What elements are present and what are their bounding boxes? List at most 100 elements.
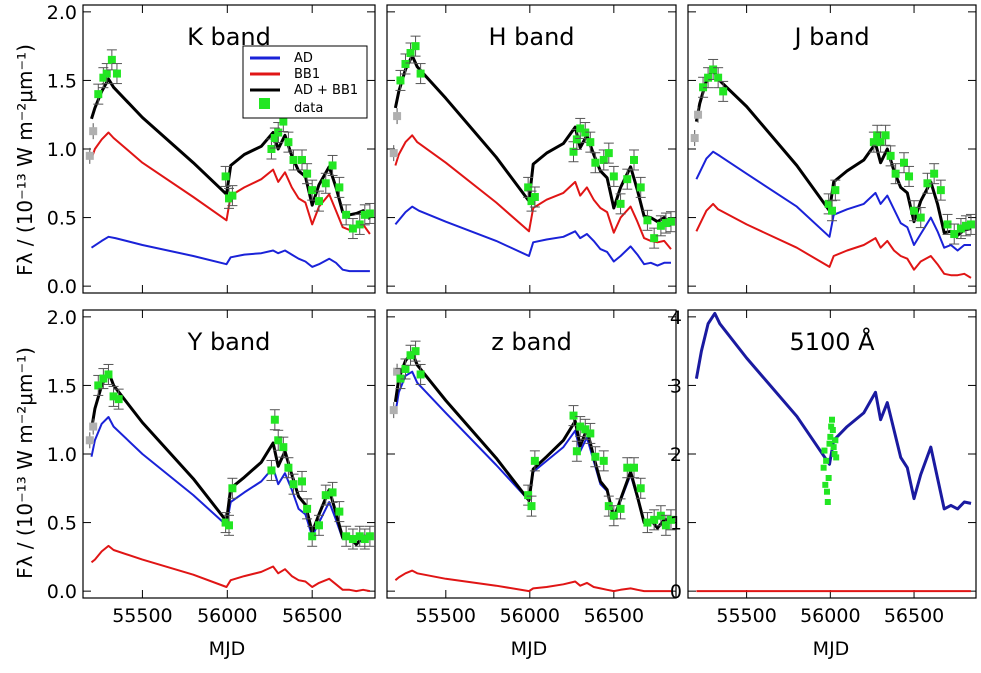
- data-point: [530, 193, 539, 201]
- data-point: [314, 197, 323, 206]
- data-point: [267, 466, 276, 475]
- data-point: [524, 183, 533, 192]
- data-point: [604, 502, 613, 511]
- panel-1: H band: [386, 4, 677, 294]
- plot-area: [389, 35, 676, 267]
- data-point: [881, 131, 890, 140]
- x-tick-label: 56500: [884, 605, 944, 627]
- data-point: [581, 425, 590, 434]
- data-point: [303, 169, 312, 178]
- early-point: [389, 149, 398, 158]
- data-point: [406, 351, 415, 360]
- data-point: [910, 206, 919, 215]
- data-point: [623, 463, 632, 472]
- data-point: [709, 65, 718, 74]
- legend-data-label: data: [294, 101, 323, 116]
- data-point: [342, 532, 351, 541]
- data-point: [581, 128, 590, 137]
- data-point: [830, 444, 837, 451]
- data-point: [643, 518, 652, 527]
- panel-0: 0.00.51.01.52.0K band: [47, 2, 376, 298]
- data-point: [572, 135, 581, 144]
- data-point: [823, 488, 830, 495]
- data-point: [923, 179, 932, 188]
- data-point: [886, 151, 895, 160]
- data-point: [636, 183, 645, 192]
- data-point: [876, 138, 885, 147]
- data-point: [328, 161, 337, 170]
- data-point: [401, 59, 410, 68]
- y-tick-label: 0.0: [47, 581, 77, 603]
- early-point: [690, 134, 699, 143]
- data-point: [616, 199, 625, 208]
- series-ad: [90, 235, 370, 273]
- data-point: [94, 381, 103, 390]
- data-point: [643, 216, 652, 225]
- data-point: [406, 49, 415, 57]
- data-point: [524, 491, 533, 500]
- data-point: [833, 454, 840, 461]
- data-point: [599, 155, 608, 164]
- data-point: [821, 447, 828, 454]
- data-point: [591, 158, 600, 167]
- data-point: [328, 488, 337, 497]
- data-point: [956, 224, 965, 233]
- data-point: [314, 521, 323, 530]
- data-point: [650, 515, 659, 524]
- data-point: [102, 69, 111, 78]
- data-point: [666, 515, 675, 524]
- panel-title: 5100 Å: [789, 327, 875, 356]
- data-point: [303, 504, 312, 513]
- x-tick-label: 55500: [716, 605, 776, 627]
- y-tick-label: 0.0: [47, 276, 77, 298]
- data-point: [823, 457, 830, 464]
- series-ad: [695, 150, 971, 252]
- legend: AD BB1 AD + BB1 data: [242, 45, 368, 119]
- data-point: [348, 224, 357, 233]
- data-point: [869, 138, 878, 147]
- plot-area: [690, 58, 976, 279]
- data-point: [609, 511, 618, 520]
- data-point: [360, 535, 369, 544]
- data-point: [824, 499, 831, 505]
- data-point: [279, 117, 288, 126]
- data-point: [916, 213, 925, 222]
- y-tick-label: 4: [670, 307, 682, 329]
- data-point: [661, 521, 670, 530]
- panel-2: J band: [687, 4, 977, 294]
- data-point: [943, 220, 952, 229]
- x-axis-label-1: MJD: [209, 638, 246, 660]
- data-point: [411, 347, 420, 356]
- series-bb1: [90, 544, 371, 593]
- early-point: [393, 112, 402, 121]
- data-point: [824, 199, 833, 208]
- y-tick-label: 1.5: [47, 375, 77, 397]
- legend-ad-label: AD: [294, 51, 313, 66]
- panel-title: J band: [792, 23, 869, 51]
- data-point: [636, 484, 645, 493]
- data-point: [930, 169, 939, 178]
- data-point: [650, 234, 659, 243]
- data-point: [355, 220, 364, 229]
- x-tick-label: 56500: [584, 605, 644, 627]
- data-point: [966, 220, 975, 229]
- legend-total-label: AD + BB1: [294, 83, 358, 98]
- y-tick-label: 2.0: [47, 307, 77, 329]
- data-point: [569, 411, 578, 420]
- data-point: [586, 138, 595, 147]
- x-tick-label: 56500: [282, 605, 342, 627]
- data-point: [274, 128, 283, 137]
- data-point: [298, 155, 306, 164]
- data-point: [714, 73, 723, 82]
- legend-data-swatch: [259, 98, 270, 109]
- data-point: [348, 535, 357, 544]
- panels-layer: 0.00.51.01.52.0K band H band J band 55500 56…: [47, 2, 977, 627]
- data-point: [270, 134, 279, 143]
- data-point: [289, 155, 298, 164]
- data-point: [828, 206, 836, 215]
- data-point: [831, 186, 840, 195]
- data-point: [661, 219, 670, 228]
- early-point: [694, 110, 703, 119]
- data-point: [629, 463, 638, 472]
- panel-3: 55500 56000 56500 0.0 0.5 1.0 1.5 2.0 Y band: [47, 307, 376, 627]
